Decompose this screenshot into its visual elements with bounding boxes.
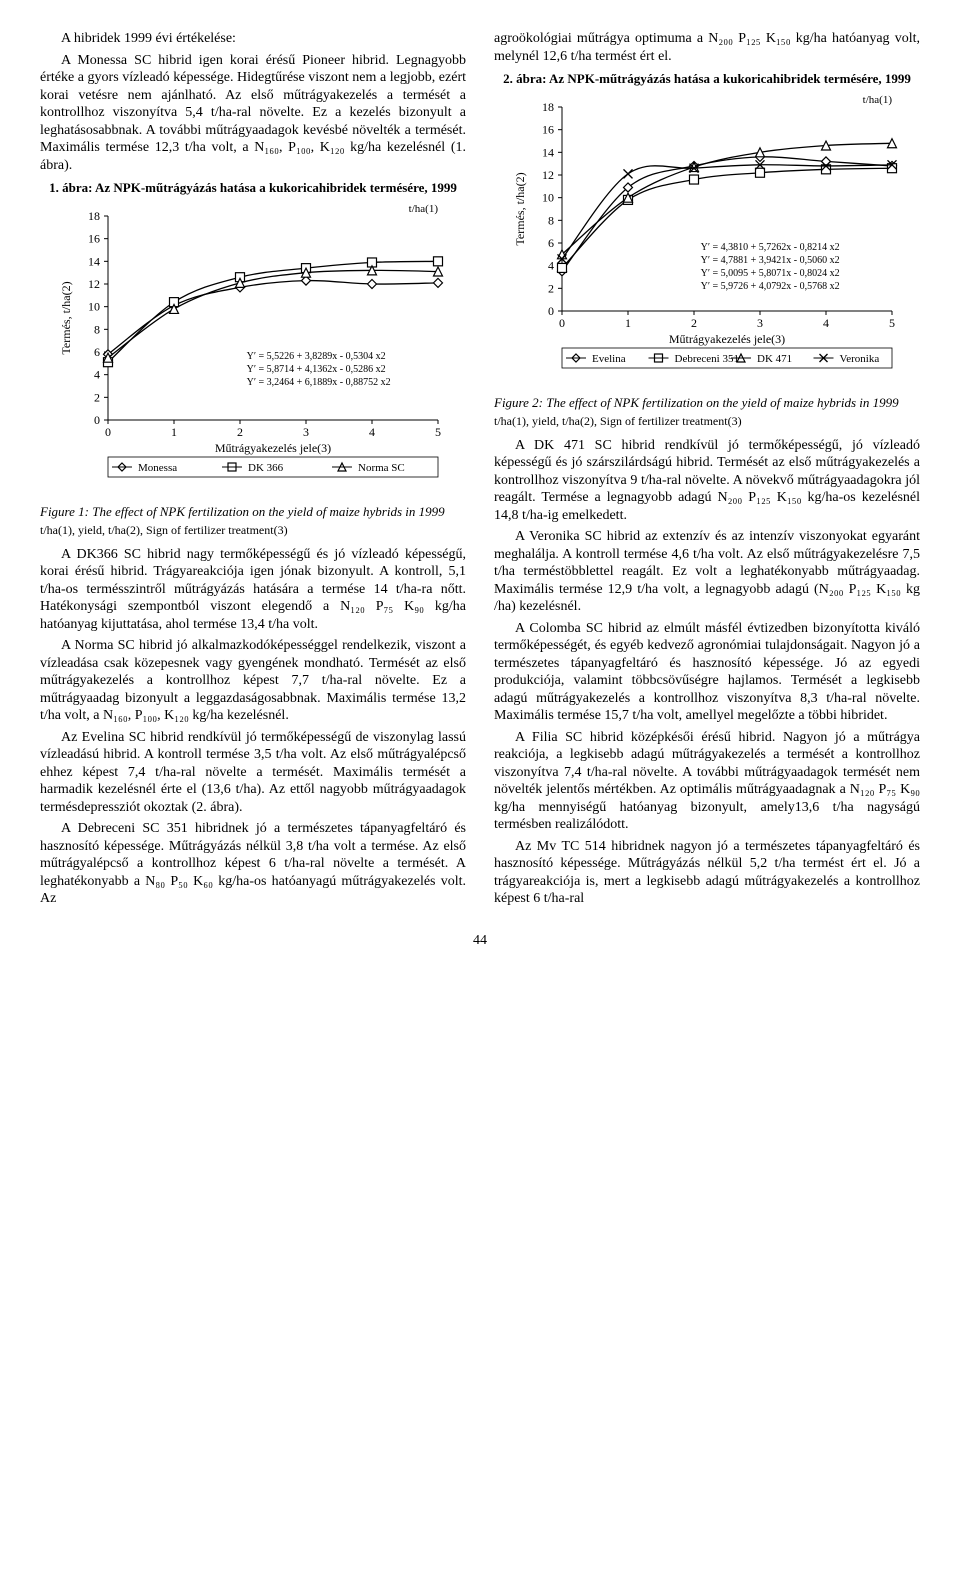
svg-text:5: 5 [435, 425, 441, 439]
p-r6: Az Mv TC 514 hibridnek nagyon jó a termé… [494, 838, 920, 908]
fig2-caption-en: Figure 2: The effect of NPK fertilizatio… [494, 395, 920, 411]
p-l4: A Norma SC hibrid jó alkalmazkodóképessé… [40, 637, 466, 725]
chart-1-svg: 024681012141618012345Termés, t/ha(2)Műtr… [53, 198, 453, 498]
svg-text:1: 1 [171, 425, 177, 439]
svg-text:12: 12 [542, 168, 554, 182]
svg-text:Yʹ = 4,7881 + 3,9421x - 0,5060: Yʹ = 4,7881 + 3,9421x - 0,5060 x2 [701, 255, 840, 266]
figure-1: 1. ábra: Az NPK-műtrágyázás hatása a kuk… [40, 180, 466, 538]
p-r2: A DK 471 SC hibrid rendkívül jó termőkép… [494, 437, 920, 525]
svg-text:Yʹ = 5,0095 + 5,8071x - 0,8024: Yʹ = 5,0095 + 5,8071x - 0,8024 x2 [701, 268, 840, 279]
svg-text:10: 10 [88, 300, 100, 314]
p-r4: A Colomba SC hibrid az elmúlt másfél évt… [494, 620, 920, 725]
chart-2-svg: 024681012141618012345Termés, t/ha(2)Műtr… [507, 89, 907, 389]
svg-text:Evelina: Evelina [592, 353, 626, 365]
fig2-caption-sub: t/ha(1), yield, t/ha(2), Sign of fertili… [494, 414, 920, 429]
svg-text:DK 471: DK 471 [757, 353, 792, 365]
svg-text:12: 12 [88, 277, 100, 291]
svg-text:5: 5 [889, 316, 895, 330]
figure-2: 2. ábra: Az NPK-műtrágyázás hatása a kuk… [494, 71, 920, 429]
svg-text:4: 4 [369, 425, 375, 439]
svg-text:14: 14 [88, 255, 100, 269]
fig2-title-hu: 2. ábra: Az NPK-műtrágyázás hatása a kuk… [494, 71, 920, 87]
svg-text:3: 3 [303, 425, 309, 439]
svg-text:Norma SC: Norma SC [358, 462, 405, 474]
svg-text:Monessa: Monessa [138, 462, 177, 474]
svg-text:16: 16 [542, 123, 554, 137]
svg-text:18: 18 [88, 209, 100, 223]
svg-text:4: 4 [94, 368, 100, 382]
svg-text:14: 14 [542, 146, 554, 160]
svg-text:4: 4 [823, 316, 829, 330]
page-number: 44 [40, 932, 920, 950]
svg-text:0: 0 [94, 413, 100, 427]
svg-text:Yʹ = 5,8714 + 4,1362x - 0,5286: Yʹ = 5,8714 + 4,1362x - 0,5286 x2 [247, 364, 386, 375]
p-l1: A hibridek 1999 évi értékelése: [40, 30, 466, 48]
svg-text:Veronika: Veronika [840, 353, 880, 365]
svg-text:6: 6 [94, 345, 100, 359]
svg-text:t/ha(1): t/ha(1) [409, 203, 439, 215]
fig1-caption-en: Figure 1: The effect of NPK fertilizatio… [40, 504, 466, 520]
svg-text:0: 0 [105, 425, 111, 439]
p-r5: A Filia SC hibrid középkésői érésű hibri… [494, 729, 920, 834]
svg-text:2: 2 [548, 282, 554, 296]
svg-text:t/ha(1): t/ha(1) [863, 94, 893, 106]
svg-text:Yʹ = 5,5226 + 3,8289x - 0,5304: Yʹ = 5,5226 + 3,8289x - 0,5304 x2 [247, 351, 386, 362]
p-l2: A Monessa SC hibrid igen korai érésű Pio… [40, 52, 466, 175]
svg-text:4: 4 [548, 259, 554, 273]
svg-text:2: 2 [94, 391, 100, 405]
svg-text:2: 2 [691, 316, 697, 330]
svg-text:Termés, t/ha(2): Termés, t/ha(2) [59, 282, 73, 355]
svg-text:Yʹ = 5,9726 + 4,0792x - 0,5768: Yʹ = 5,9726 + 4,0792x - 0,5768 x2 [701, 281, 840, 292]
svg-text:18: 18 [542, 100, 554, 114]
svg-text:DK 366: DK 366 [248, 462, 284, 474]
p-r3: A Veronika SC hibrid az extenzív és az i… [494, 528, 920, 616]
fig1-caption-sub: t/ha(1), yield, t/ha(2), Sign of fertili… [40, 523, 466, 538]
svg-text:10: 10 [542, 191, 554, 205]
p-l5: Az Evelina SC hibrid rendkívül jó termők… [40, 729, 466, 817]
fig1-title-hu: 1. ábra: Az NPK-műtrágyázás hatása a kuk… [40, 180, 466, 196]
svg-text:8: 8 [94, 323, 100, 337]
svg-text:1: 1 [625, 316, 631, 330]
svg-text:Yʹ = 3,2464 + 6,1889x - 0,8875: Yʹ = 3,2464 + 6,1889x - 0,88752 x2 [247, 377, 391, 388]
svg-text:0: 0 [559, 316, 565, 330]
svg-text:Termés, t/ha(2): Termés, t/ha(2) [513, 173, 527, 246]
svg-text:Műtrágyakezelés jele(3): Műtrágyakezelés jele(3) [669, 332, 785, 346]
svg-text:2: 2 [237, 425, 243, 439]
p-l6: A Debreceni SC 351 hibridnek jó a termés… [40, 820, 466, 908]
svg-text:3: 3 [757, 316, 763, 330]
svg-text:Yʹ = 4,3810 + 5,7262x - 0,8214: Yʹ = 4,3810 + 5,7262x - 0,8214 x2 [701, 242, 840, 253]
svg-text:8: 8 [548, 214, 554, 228]
p-l3: A DK366 SC hibrid nagy termőképességű és… [40, 546, 466, 634]
svg-text:0: 0 [548, 304, 554, 318]
svg-text:Műtrágyakezelés jele(3): Műtrágyakezelés jele(3) [215, 441, 331, 455]
svg-text:6: 6 [548, 236, 554, 250]
p-r1: agroökológiai műtrágya optimuma a N₂₀₀ P… [494, 30, 920, 65]
svg-text:Debreceni 351: Debreceni 351 [675, 353, 739, 365]
svg-text:16: 16 [88, 232, 100, 246]
